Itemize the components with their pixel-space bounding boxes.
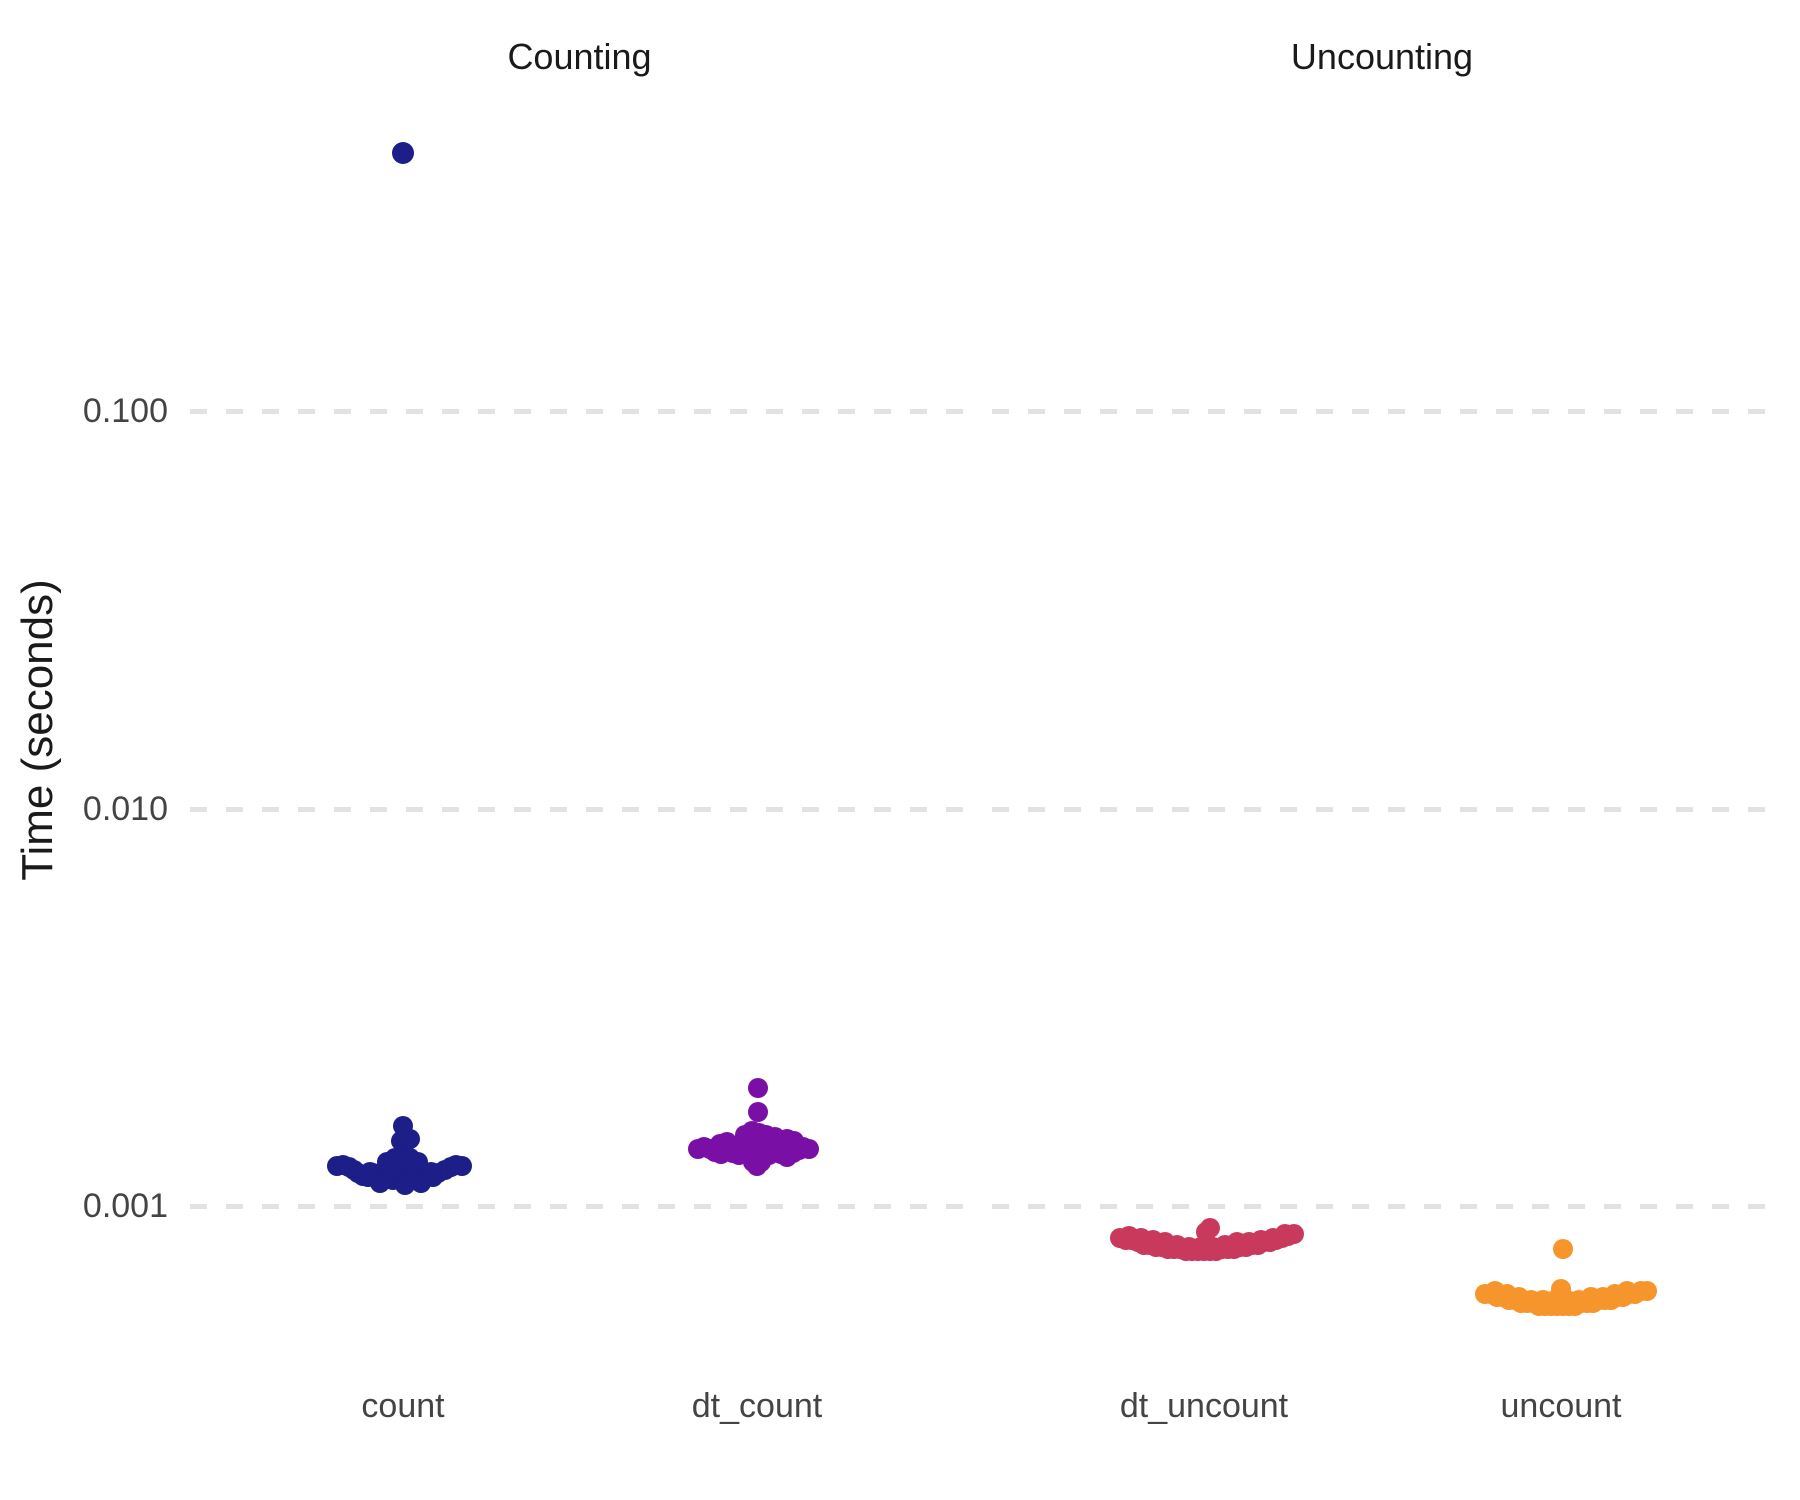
y-tick-label: 0.010 xyxy=(82,789,168,828)
data-point-count xyxy=(452,1156,472,1177)
data-point-dt_count xyxy=(748,1102,768,1123)
x-category-label: count xyxy=(361,1387,445,1425)
data-point-dt_count xyxy=(774,1137,794,1158)
facet-title: Uncounting xyxy=(1290,36,1474,77)
major-gridline xyxy=(992,806,1772,812)
data-point-dt_uncount xyxy=(1275,1224,1295,1245)
data-point-count xyxy=(400,1129,420,1150)
major-gridline xyxy=(992,1204,1772,1209)
data-point-count xyxy=(392,141,414,164)
data-point-count xyxy=(411,1173,431,1194)
data-point-count xyxy=(395,1174,415,1195)
major-gridline xyxy=(190,806,969,812)
major-gridline xyxy=(190,1204,969,1209)
facet-title: Counting xyxy=(507,36,652,77)
major-gridline xyxy=(992,409,1772,414)
data-point-dt_count xyxy=(747,1156,767,1177)
x-category-label: dt_uncount xyxy=(1119,1387,1289,1425)
data-point-dt_count xyxy=(748,1078,768,1099)
data-point-uncount xyxy=(1553,1238,1573,1259)
x-category-label: uncount xyxy=(1500,1387,1622,1425)
y-tick-label: 0.100 xyxy=(82,392,168,430)
x-category-label: dt_count xyxy=(691,1387,823,1425)
y-tick-label: 0.001 xyxy=(82,1187,168,1225)
major-gridline xyxy=(190,409,969,414)
data-point-dt_count xyxy=(789,1140,809,1161)
data-point-count xyxy=(370,1173,390,1194)
data-point-uncount xyxy=(1551,1278,1571,1299)
y-axis-title: Time (seconds) xyxy=(13,579,62,881)
data-point-uncount xyxy=(1637,1281,1657,1302)
data-point-dt_uncount xyxy=(1196,1222,1216,1243)
data-point-uncount xyxy=(1617,1281,1637,1302)
